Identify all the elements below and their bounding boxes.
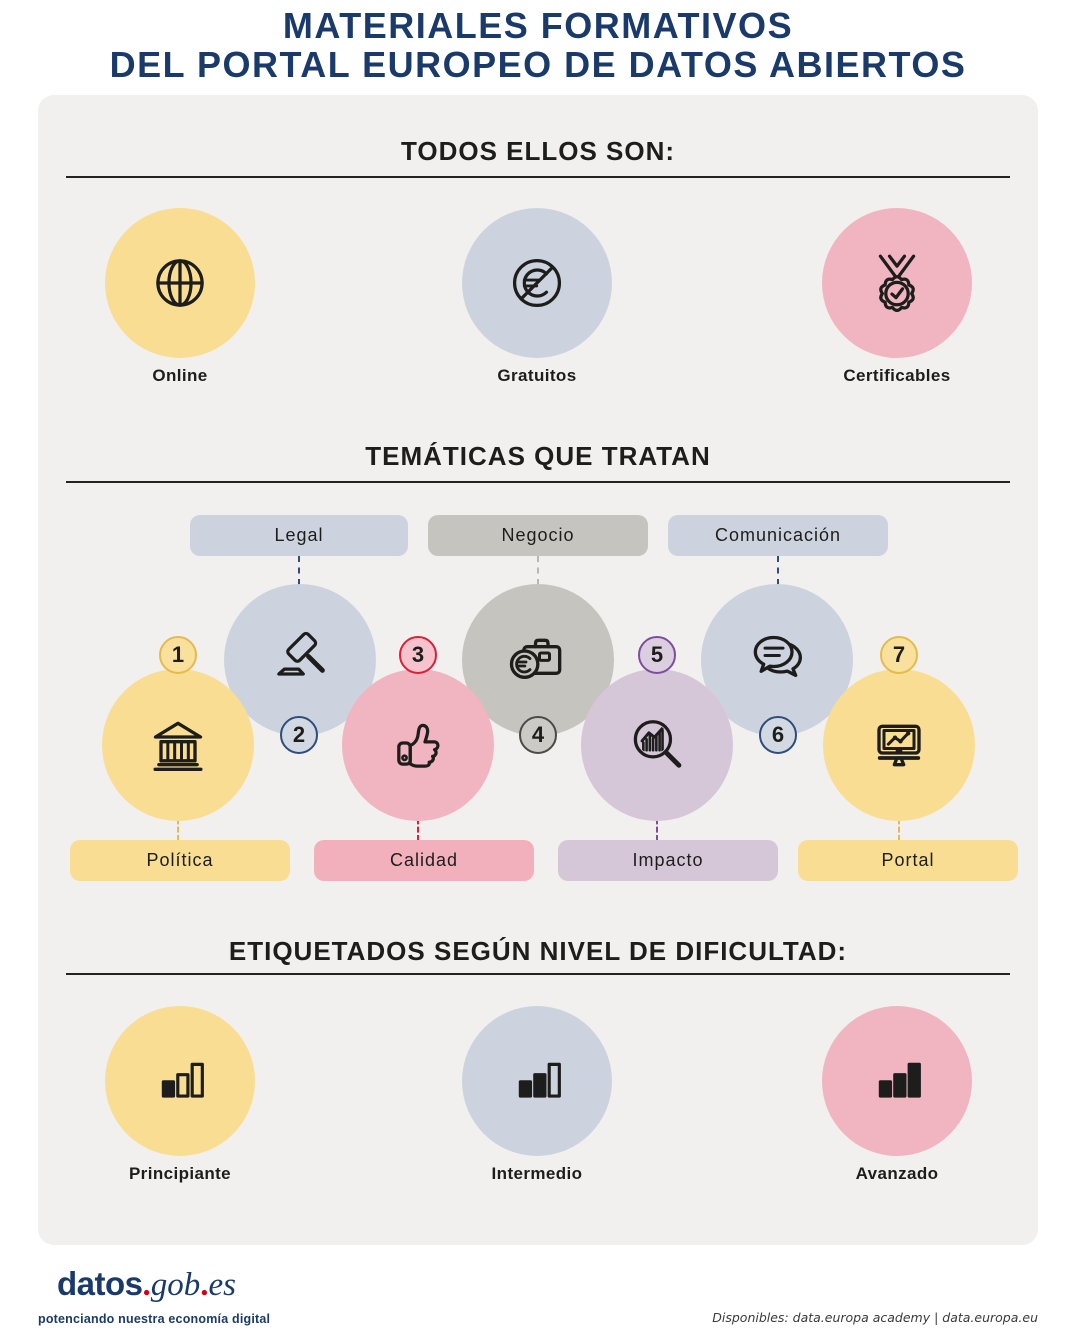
badge-number: 6 <box>771 722 785 747</box>
availability-note: Disponibles: data.europa academy | data.… <box>712 1310 1038 1325</box>
gavel-icon <box>261 621 339 699</box>
feature-circle-online <box>105 208 255 358</box>
badge-number: 1 <box>171 642 185 667</box>
section-divider <box>66 973 1010 975</box>
feature-label-gratuitos: Gratuitos <box>497 366 577 385</box>
topic-pill-portal: Portal <box>798 840 1018 881</box>
connector-comunicacion <box>777 556 779 585</box>
feature-label-certificables: Certificables <box>843 366 951 385</box>
feature-circle-gratuitos <box>462 208 612 358</box>
topic-pill-negocio-label: Negocio <box>501 525 575 545</box>
badge-number: 3 <box>411 642 425 667</box>
topic-pill-calidad: Calidad <box>314 840 534 881</box>
badge-number: 5 <box>650 642 664 667</box>
feature-label-online: Online <box>152 366 208 385</box>
bank-icon <box>138 705 218 785</box>
section-divider <box>66 176 1010 178</box>
topic-pill-calidad-label: Calidad <box>389 850 459 870</box>
level-label-principiante: Principiante <box>128 1164 232 1183</box>
bars-level-1-icon <box>142 1043 218 1119</box>
topic-pill-portal-label: Portal <box>881 850 935 870</box>
briefcase-euro-icon <box>498 620 578 700</box>
topic-circle-portal <box>823 669 975 821</box>
topic-pill-negocio: Negocio <box>428 515 648 556</box>
level-circle-avanzado <box>822 1006 972 1156</box>
page-title: MATERIALES FORMATIVOS DEL PORTAL EUROPEO… <box>0 6 1076 84</box>
topic-pill-legal-label: Legal <box>274 525 324 545</box>
logo-tagline: potenciando nuestra economía digital <box>38 1312 271 1326</box>
level-circle-intermedio <box>462 1006 612 1156</box>
badge-number: 4 <box>531 722 545 747</box>
topic-pill-politica-label: Política <box>146 850 214 870</box>
level-label-avanzado: Avanzado <box>855 1164 939 1183</box>
logo-datos: datos <box>57 1265 143 1302</box>
topic-circle-comunicacion <box>701 584 853 736</box>
topic-badge-2: 2 <box>280 716 318 754</box>
topic-pill-legal: Legal <box>190 515 408 556</box>
logo-dot: . <box>142 1267 151 1303</box>
topic-badge-1: 1 <box>159 636 197 674</box>
topic-circle-politica <box>102 669 254 821</box>
feature-circle-certificables <box>822 208 972 358</box>
datos-gob-es-logo: datos.gob.es <box>57 1264 236 1305</box>
level-label-intermedio: Intermedio <box>491 1164 583 1183</box>
badge-number: 2 <box>292 722 306 747</box>
connector-portal <box>898 810 900 841</box>
page-title-line1: MATERIALES FORMATIVOS <box>282 5 794 46</box>
magnifier-chart-icon <box>618 706 696 784</box>
logo-es: es <box>208 1267 237 1303</box>
euro-crossed-icon <box>498 244 576 322</box>
topic-circle-impacto <box>581 669 733 821</box>
medal-check-icon <box>858 244 936 322</box>
connector-politica <box>177 810 179 841</box>
connector-negocio <box>537 556 539 585</box>
logo-dot: . <box>200 1267 209 1303</box>
badge-number: 7 <box>892 642 906 667</box>
topic-pill-comunicacion-label: Comunicación <box>714 525 842 545</box>
topic-badge-7: 7 <box>880 636 918 674</box>
topic-badge-4: 4 <box>519 716 557 754</box>
topic-badge-3: 3 <box>399 636 437 674</box>
globe-icon <box>141 244 219 322</box>
bars-level-2-icon <box>499 1043 575 1119</box>
page-title-line2: DEL PORTAL EUROPEO DE DATOS ABIERTOS <box>109 44 967 85</box>
bars-level-3-icon <box>859 1043 935 1119</box>
level-circle-principiante <box>105 1006 255 1156</box>
chat-bubbles-icon <box>737 620 817 700</box>
section-heading-tematicas: TEMÁTICAS QUE TRATAN <box>365 441 711 471</box>
topic-circle-calidad <box>342 669 494 821</box>
topic-pill-comunicacion: Comunicación <box>668 515 888 556</box>
connector-impacto <box>656 810 658 841</box>
topic-pill-impacto-label: Impacto <box>632 850 704 870</box>
topic-badge-6: 6 <box>759 716 797 754</box>
monitor-chart-icon <box>859 705 939 785</box>
connector-legal <box>298 556 300 585</box>
section-heading-dificultad: ETIQUETADOS SEGÚN NIVEL DE DIFICULTAD: <box>228 936 848 966</box>
connector-calidad <box>417 810 419 841</box>
topic-badge-5: 5 <box>638 636 676 674</box>
section-divider <box>66 481 1010 483</box>
topic-pill-politica: Política <box>70 840 290 881</box>
logo-gob: gob <box>150 1267 201 1303</box>
thumbs-up-icon <box>379 706 457 784</box>
section-heading-caracteristicas: TODOS ELLOS SON: <box>400 136 676 166</box>
topic-pill-impacto: Impacto <box>558 840 778 881</box>
